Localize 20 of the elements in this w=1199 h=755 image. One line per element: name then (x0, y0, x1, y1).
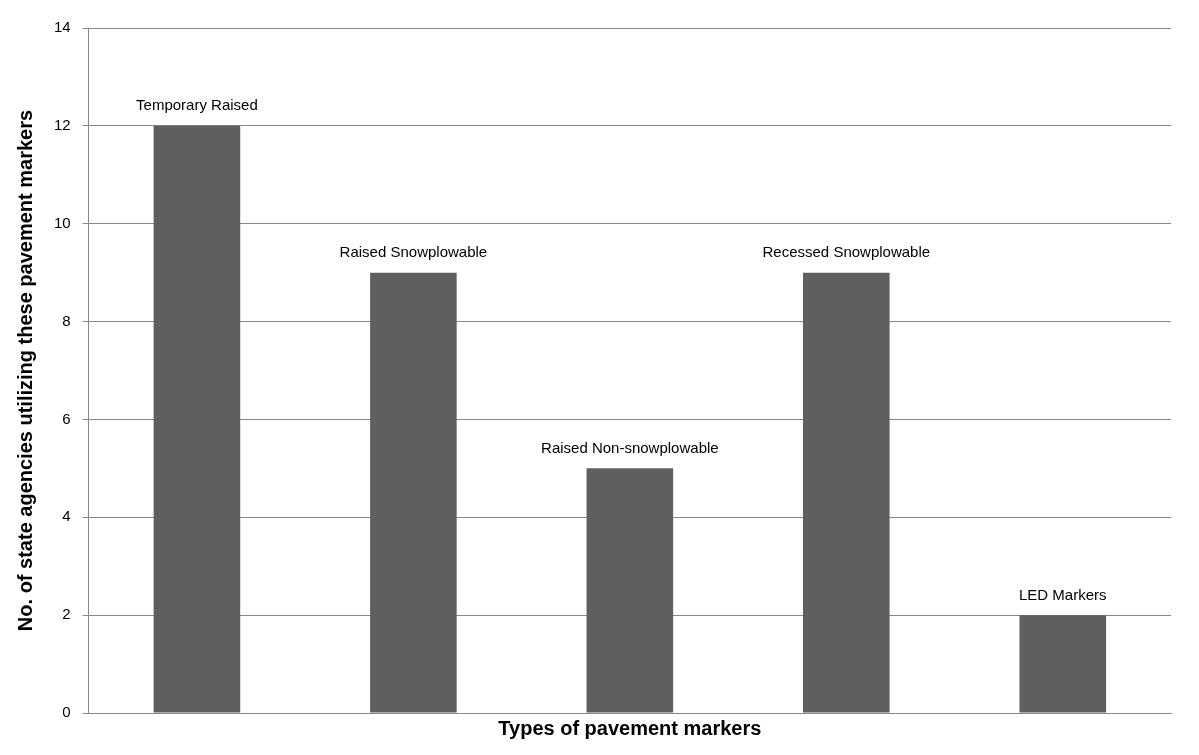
bar (586, 468, 674, 713)
bar (803, 272, 890, 713)
y-tick-label: 14 (54, 18, 71, 36)
x-tick-label: Temporary Raised (136, 96, 258, 114)
x-tick-label: Raised Non-snowplowable (541, 439, 719, 456)
y-tick-label: 6 (62, 409, 71, 427)
y-tick-label: 0 (62, 703, 71, 721)
x-axis-title: Types of pavement markers (498, 716, 762, 739)
y-tick-label: 12 (54, 116, 71, 133)
bar (370, 272, 457, 713)
y-tick-label: 10 (54, 213, 71, 231)
y-tick-label: 8 (62, 311, 71, 329)
x-tick-label: Raised Snowplowable (339, 243, 488, 261)
bar (153, 125, 241, 713)
y-axis-title: No. of state agencies utilizing these pavement markers (13, 109, 36, 632)
x-tick-label: LED Markers (1019, 585, 1107, 603)
x-tick-label: Recessed Snowplowable (762, 243, 931, 261)
y-tick-label: 2 (62, 605, 71, 623)
y-tick-label: 4 (62, 507, 71, 525)
bar (1019, 615, 1107, 713)
